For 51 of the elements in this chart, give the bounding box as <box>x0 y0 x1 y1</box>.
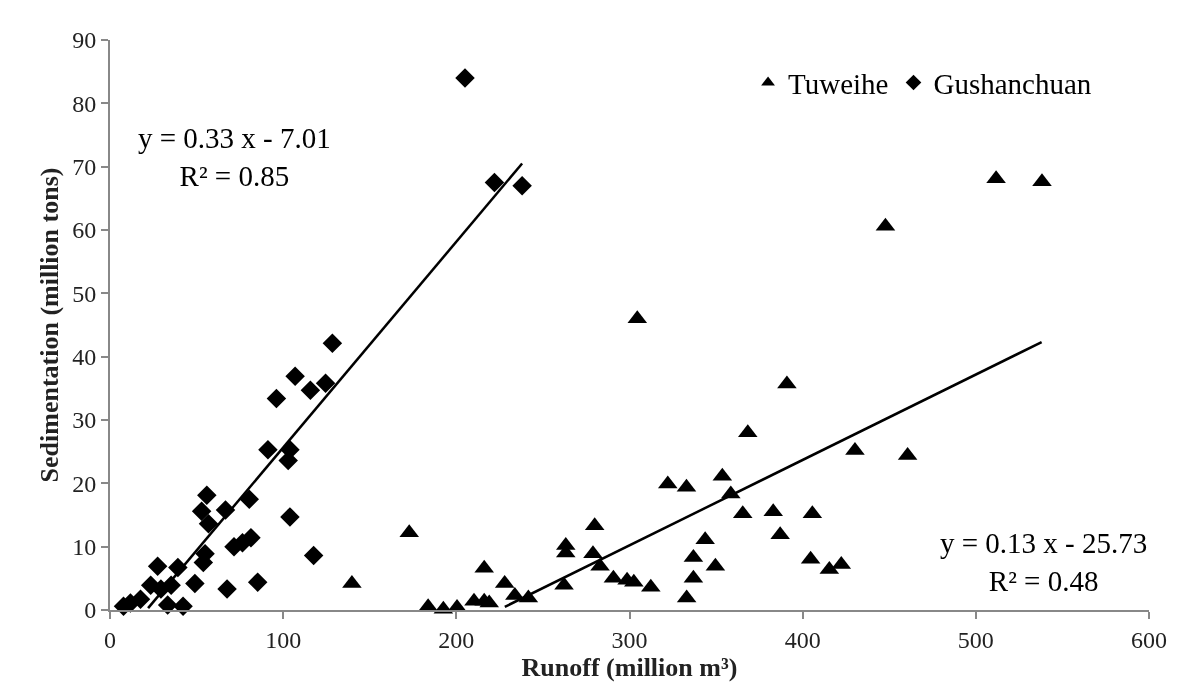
point <box>484 172 505 193</box>
y-axis-title: Sedimentation (million tons) <box>35 167 65 483</box>
point <box>217 579 237 599</box>
y-tick-label: 10 <box>72 534 97 561</box>
point <box>1032 173 1052 187</box>
point <box>342 574 362 588</box>
point <box>247 572 268 592</box>
y-tick-label: 70 <box>72 154 97 181</box>
y-tick-label: 50 <box>72 280 97 307</box>
point <box>198 514 219 534</box>
x-tick-label: 200 <box>438 626 475 653</box>
point <box>266 388 287 409</box>
x-tick-label: 100 <box>265 626 302 653</box>
y-tick-label: 40 <box>72 344 97 371</box>
point <box>303 545 324 566</box>
y-tick-label: 90 <box>72 27 97 54</box>
y-tick-label: 20 <box>72 470 97 497</box>
point <box>624 573 644 587</box>
y-tick-label: 60 <box>72 217 97 244</box>
x-tick-label: 400 <box>784 626 821 653</box>
point <box>280 507 300 527</box>
x-axis-title: Runoff (million m³) <box>521 653 738 682</box>
point <box>157 595 178 615</box>
y-tick-label: 0 <box>84 597 97 624</box>
point <box>285 366 305 387</box>
point <box>455 68 475 88</box>
x-tick-label: 600 <box>1131 626 1167 653</box>
annotation: y = 0.33 x - 7.01 R² = 0.85 <box>138 122 331 192</box>
point <box>845 441 865 455</box>
x-tick-label: 0 <box>104 626 116 653</box>
legend-label: Gushanchuan <box>933 67 1092 100</box>
y-tick-label: 80 <box>72 90 97 117</box>
point <box>315 373 336 394</box>
point <box>239 489 259 509</box>
x-tick-label: 300 <box>611 626 648 653</box>
point <box>197 485 217 506</box>
annotation: y = 0.13 x - 25.73 R² = 0.48 <box>940 527 1148 597</box>
point <box>258 440 278 460</box>
y-tick-label: 30 <box>72 407 97 434</box>
point <box>505 586 525 600</box>
point <box>554 576 574 590</box>
x-tick-label: 500 <box>957 626 994 653</box>
point <box>147 556 168 577</box>
legend-label: Tuweihe <box>788 67 889 100</box>
point <box>224 536 244 557</box>
point <box>185 573 205 594</box>
point <box>777 375 797 389</box>
point <box>322 333 343 354</box>
point <box>512 175 532 196</box>
point <box>191 501 212 521</box>
point <box>300 380 321 400</box>
